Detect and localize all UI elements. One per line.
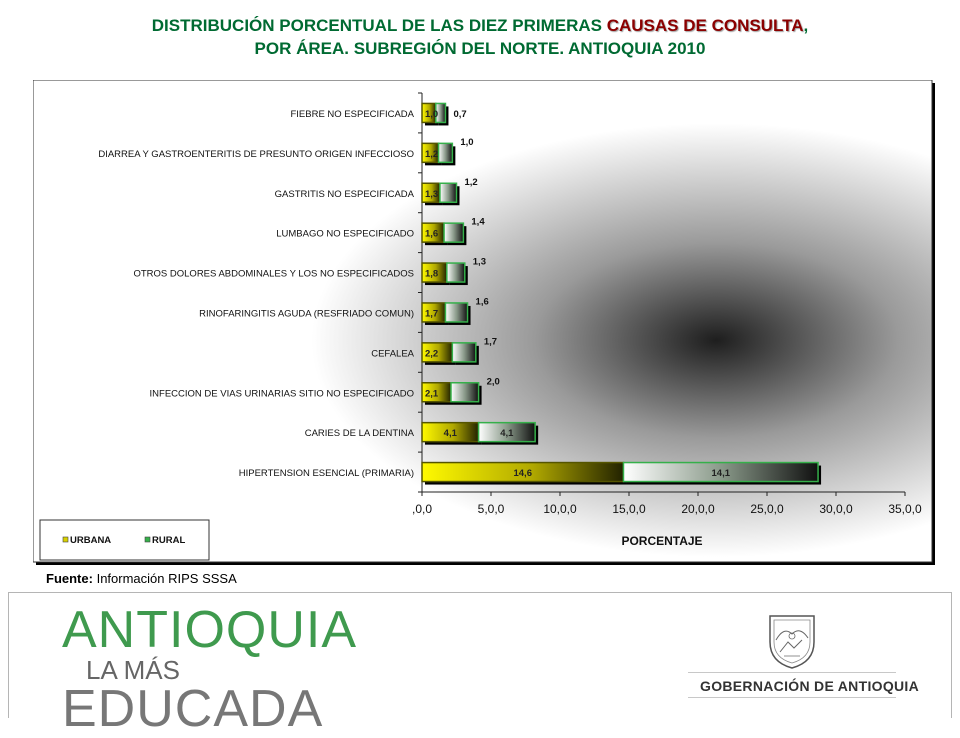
gobernacion-logo-text: GOBERNACIÓN DE ANTIOQUIA (700, 678, 920, 694)
x-tick-label: 30,0,0 (819, 502, 853, 516)
data-label-urbana: 2,1 (425, 388, 439, 399)
category-label: LUMBAGO NO ESPECIFICADO (276, 229, 414, 240)
title-highlight: CAUSAS DE CONSULTA (606, 16, 804, 35)
x-tick-label: 20,0,0 (681, 502, 715, 516)
coat-of-arms-icon (769, 615, 815, 669)
logo-line1: ANTIOQUIA (62, 601, 358, 659)
legend-swatch-urbana (62, 536, 69, 543)
chart-svg: ,0,0 5,0,0 10,0,0 15,0,0 20,0,0 25,0,0 30,0,0 3… (33, 80, 935, 565)
title-part1: DISTRIBUCIÓN PORCENTUAL DE LAS DIEZ PRIM… (151, 16, 607, 35)
data-label-urbana: 2,2 (425, 348, 438, 359)
source-label: Fuente: (46, 571, 93, 586)
legend-label-rural: RURAL (152, 535, 185, 546)
data-label-urbana: 1,6 (425, 229, 438, 240)
legend-label-urbana: URBANA (70, 535, 111, 546)
legend-swatch-rural (144, 536, 151, 543)
category-label: DIARREA Y GASTROENTERITIS DE PRESUNTO OR… (98, 149, 414, 160)
logo-line3: EDUCADA (62, 680, 324, 738)
antioquia-la-mas-educada-logo: ANTIOQUIA LA MÁS EDUCADA (62, 601, 358, 738)
data-label-rural: 4,1 (500, 428, 514, 439)
bar-rural (443, 222, 465, 243)
chart-title-line1: DISTRIBUCIÓN PORCENTUAL DE LAS DIEZ PRIM… (0, 14, 960, 37)
source-note: Fuente: Información RIPS SSSA (46, 571, 237, 586)
data-label-rural: 1,4 (471, 217, 485, 228)
bar-rural (450, 382, 480, 403)
data-label-rural: 14,1 (712, 468, 731, 479)
data-label-rural: 1,7 (484, 336, 497, 347)
data-label-urbana: 1,8 (425, 269, 438, 280)
gobernacion-rule-bottom (688, 697, 896, 698)
title-part2: , (803, 16, 809, 35)
bar-rural (451, 342, 477, 363)
bar-rural (435, 102, 447, 124)
data-label-rural: 1,0 (460, 137, 473, 148)
data-label-rural: 0,7 (453, 109, 466, 120)
data-label-urbana: 4,1 (444, 428, 458, 439)
data-label-urbana: 1,2 (425, 149, 438, 160)
bar-rural (446, 262, 466, 283)
data-label-urbana: 1,7 (425, 308, 438, 319)
data-label-rural: 1,3 (473, 257, 486, 268)
bar-rural (444, 302, 469, 323)
x-tick-label: 35,0,0 (888, 502, 922, 516)
x-tick-label: 25,0,0 (750, 502, 784, 516)
data-label-rural: 1,2 (465, 177, 478, 188)
logo-line2: LA MÁS (86, 655, 180, 685)
category-label: INFECCION DE VIAS URINARIAS SITIO NO ESP… (150, 388, 414, 399)
data-label-urbana: 1,0 (425, 109, 438, 120)
category-label: GASTRITIS NO ESPECIFICADA (275, 189, 415, 200)
data-label-urbana: 1,3 (425, 189, 438, 200)
bar-rural (437, 142, 454, 164)
chart-title: DISTRIBUCIÓN PORCENTUAL DE LAS DIEZ PRIM… (0, 14, 960, 60)
bar-rural (622, 461, 819, 483)
category-label: HIPERTENSION ESENCIAL (PRIMARIA) (239, 468, 414, 479)
x-tick-label: 15,0,0 (612, 502, 646, 516)
category-label: CARIES DE LA DENTINA (305, 428, 415, 439)
category-label: CEFALEA (371, 348, 414, 359)
bar-rural (477, 421, 536, 443)
data-label-rural: 2,0 (487, 376, 500, 387)
x-tick-label: 5,0,0 (478, 502, 505, 516)
category-label: FIEBRE NO ESPECIFICADA (290, 109, 414, 120)
category-label: RINOFARINGITIS AGUDA (RESFRIADO COMUN) (199, 308, 414, 319)
footer-frame (8, 592, 952, 718)
category-label: OTROS DOLORES ABDOMINALES Y LOS NO ESPEC… (133, 269, 414, 280)
chart-title-line2: POR ÁREA. SUBREGIÓN DEL NORTE. ANTIOQUIA… (254, 39, 706, 58)
data-label-urbana: 14,6 (513, 468, 532, 479)
data-label-rural: 1,6 (476, 296, 489, 307)
bar-rural (439, 182, 458, 203)
chart-area: ,0,0 5,0,0 10,0,0 15,0,0 20,0,0 25,0,0 30,0,0 3… (33, 80, 936, 566)
source-text: Información RIPS SSSA (96, 571, 237, 586)
x-tick-label: ,0,0 (412, 502, 432, 516)
x-tick-label: 10,0,0 (543, 502, 577, 516)
gobernacion-rule-top (688, 672, 896, 673)
x-axis-label: PORCENTAJE (621, 534, 702, 548)
